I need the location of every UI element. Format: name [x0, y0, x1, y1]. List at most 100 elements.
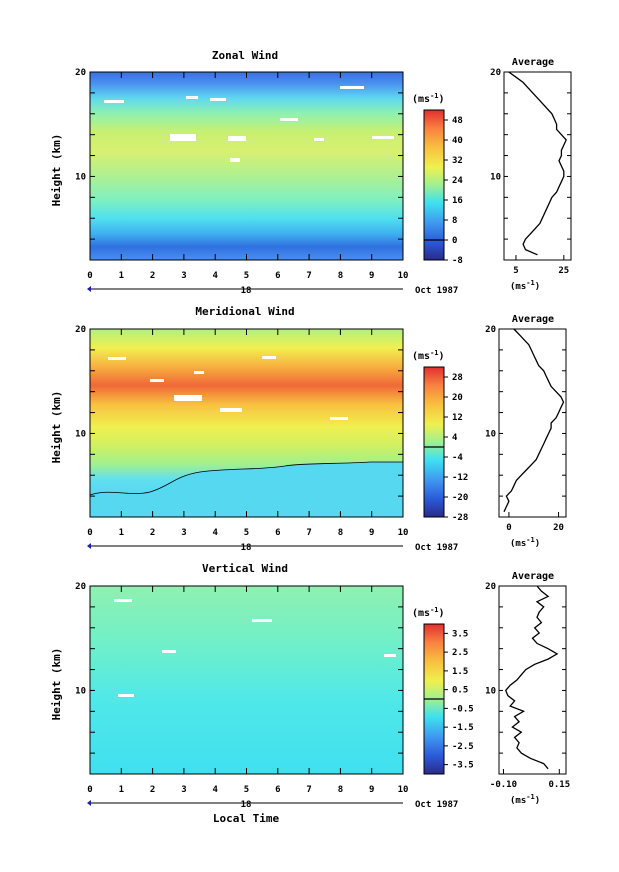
vertical-x-tick-label: 2: [150, 785, 155, 795]
meridional-date-marker: 18: [241, 543, 252, 553]
meridional-cbar-tick-label: 12: [452, 413, 463, 423]
vertical-cbar-tick-label: 1.5: [452, 667, 468, 677]
vertical-colorbar-ticks: 3.5 2.5 1.5 0.5 -0.5 -1.5 -2.5 -3.5: [424, 629, 474, 771]
meridional-x-tick-label: 3: [181, 528, 186, 538]
meridional-cbar-tick-label: 4: [452, 433, 458, 443]
zonal-cbar-tick-label: 48: [452, 116, 463, 126]
zonal-x-tick-label: 8: [338, 271, 343, 281]
meridional-x-tick-label: 4: [212, 528, 218, 538]
zonal-cbar-tick-label: 8: [452, 216, 457, 226]
vertical-avg-x-tick-label: 0.15: [548, 780, 570, 790]
zonal-ylabel: Height (km): [50, 134, 63, 207]
zonal-avg-unit: (ms-1): [510, 279, 540, 292]
zonal-colorbar: [423, 109, 445, 261]
vertical-avg-ticks: -0.10 0.15 10 20: [485, 582, 570, 790]
vertical-y-ticks: 10 20: [75, 582, 403, 754]
zonal-colorbar-ticks: 48 40 32 24 16 8 0 -8: [424, 116, 463, 266]
vertical-cbar-tick-label: 3.5: [452, 629, 468, 639]
meridional-x-tick-label: 1: [119, 528, 124, 538]
vertical-x-tick-label: 0: [87, 785, 92, 795]
vertical-x-tick-label: 4: [212, 785, 218, 795]
zonal-x-tick-label: 9: [369, 271, 374, 281]
zonal-date-marker: 18: [241, 286, 252, 296]
vertical-avg-y-tick-label: 20: [485, 582, 496, 592]
zonal-x-tick-label: 7: [306, 271, 311, 281]
zonal-cbar-unit: (ms-1): [412, 92, 445, 105]
zonal-title: Zonal Wind: [212, 49, 278, 62]
vertical-x-tick-label: 9: [369, 785, 374, 795]
vertical-y-tick-label: 20: [75, 582, 86, 592]
meridional-avg-profile: [503, 328, 565, 513]
vertical-missing-data-gaps: [114, 599, 396, 697]
meridional-cbar-tick-label: -20: [452, 493, 468, 503]
vertical-x-tick-label: 5: [244, 785, 249, 795]
meridional-avg-ticks: 0 20 10 20: [485, 325, 566, 533]
vertical-heatmap-field: [90, 586, 403, 774]
vertical-x-tick-label: 3: [181, 785, 186, 795]
meridional-y-tick-label: 20: [75, 325, 86, 335]
vertical-cbar-tick-label: -2.5: [452, 742, 474, 752]
meridional-y-ticks: 10 20: [75, 325, 403, 497]
meridional-avg-x-tick-label: 0: [506, 523, 511, 533]
meridional-cbar-tick-label: -28: [452, 513, 468, 523]
zonal-y-tick-label: 10: [75, 172, 86, 182]
zonal-avg-title: Average: [512, 57, 554, 68]
meridional-avg-title: Average: [512, 314, 554, 325]
zonal-cbar-tick-label: 40: [452, 136, 463, 146]
vertical-avg-y-tick-label: 10: [485, 686, 496, 696]
meridional-date-marker-icon: [87, 543, 91, 549]
vertical-avg-x-tick-label: -0.10: [490, 780, 517, 790]
vertical-panel: Vertical Wind 0 1 2 3 4 5 6 7 8 9 10 10 20 Height (…: [50, 562, 570, 825]
vertical-x-tick-label: 7: [306, 785, 311, 795]
meridional-x-tick-label: 10: [398, 528, 409, 538]
meridional-x-ticks: 0 1 2 3 4 5 6 7 8 9 10: [87, 329, 408, 538]
zonal-avg-y-tick-label: 10: [490, 172, 501, 182]
zonal-date-marker-icon: [87, 286, 91, 292]
meridional-avg-y-tick-label: 20: [485, 325, 496, 335]
zonal-heatmap-field: [90, 72, 403, 260]
zonal-x-ticks: 0 1 2 3 4 5 6 7 8 9 10: [87, 72, 408, 281]
meridional-colorbar-ticks: 28 20 12 4 -4 -12 -20 -28: [424, 373, 468, 523]
vertical-date-marker-icon: [87, 800, 91, 806]
vertical-avg-frame: [498, 585, 567, 775]
zonal-avg-frame: [503, 71, 572, 261]
vertical-cbar-tick-label: -3.5: [452, 761, 474, 771]
meridional-x-tick-label: 2: [150, 528, 155, 538]
vertical-y-tick-label: 10: [75, 686, 86, 696]
meridional-y-tick-label: 10: [75, 429, 86, 439]
zonal-x-tick-label: 4: [212, 271, 218, 281]
vertical-avg-unit: (ms-1): [510, 793, 540, 806]
meridional-cbar-tick-label: 28: [452, 373, 463, 383]
zonal-avg-y-tick-label: 20: [490, 68, 501, 78]
vertical-x-tick-label: 8: [338, 785, 343, 795]
meridional-x-tick-label: 8: [338, 528, 343, 538]
meridional-avg-unit: (ms-1): [510, 536, 540, 549]
meridional-x-tick-label: 6: [275, 528, 280, 538]
meridional-date-label: Oct 1987: [415, 543, 458, 553]
zonal-y-ticks: 10 20: [75, 68, 403, 240]
zonal-avg-ticks: 5 25 10 20: [490, 68, 571, 276]
zonal-x-tick-label: 3: [181, 271, 186, 281]
zonal-y-tick-label: 20: [75, 68, 86, 78]
vertical-ylabel: Height (km): [50, 648, 63, 721]
zonal-avg-x-tick-label: 5: [513, 266, 518, 276]
x-axis-label: Local Time: [213, 812, 280, 825]
zonal-x-tick-label: 5: [244, 271, 249, 281]
vertical-cbar-tick-label: 0.5: [452, 686, 468, 696]
zonal-cbar-tick-label: 32: [452, 156, 463, 166]
meridional-colorbar: [423, 366, 445, 518]
vertical-x-tick-label: 10: [398, 785, 409, 795]
meridional-x-tick-label: 7: [306, 528, 311, 538]
zonal-date-label: Oct 1987: [415, 286, 458, 296]
meridional-x-tick-label: 5: [244, 528, 249, 538]
zonal-x-tick-label: 0: [87, 271, 92, 281]
zonal-missing-data-gaps: [104, 86, 394, 162]
vertical-x-tick-label: 6: [275, 785, 280, 795]
meridional-zero-contour: [89, 461, 404, 518]
zonal-cbar-tick-label: -8: [452, 256, 463, 266]
meridional-x-tick-label: 9: [369, 528, 374, 538]
meridional-cbar-tick-label: -4: [452, 453, 463, 463]
meridional-x-tick-label: 0: [87, 528, 92, 538]
